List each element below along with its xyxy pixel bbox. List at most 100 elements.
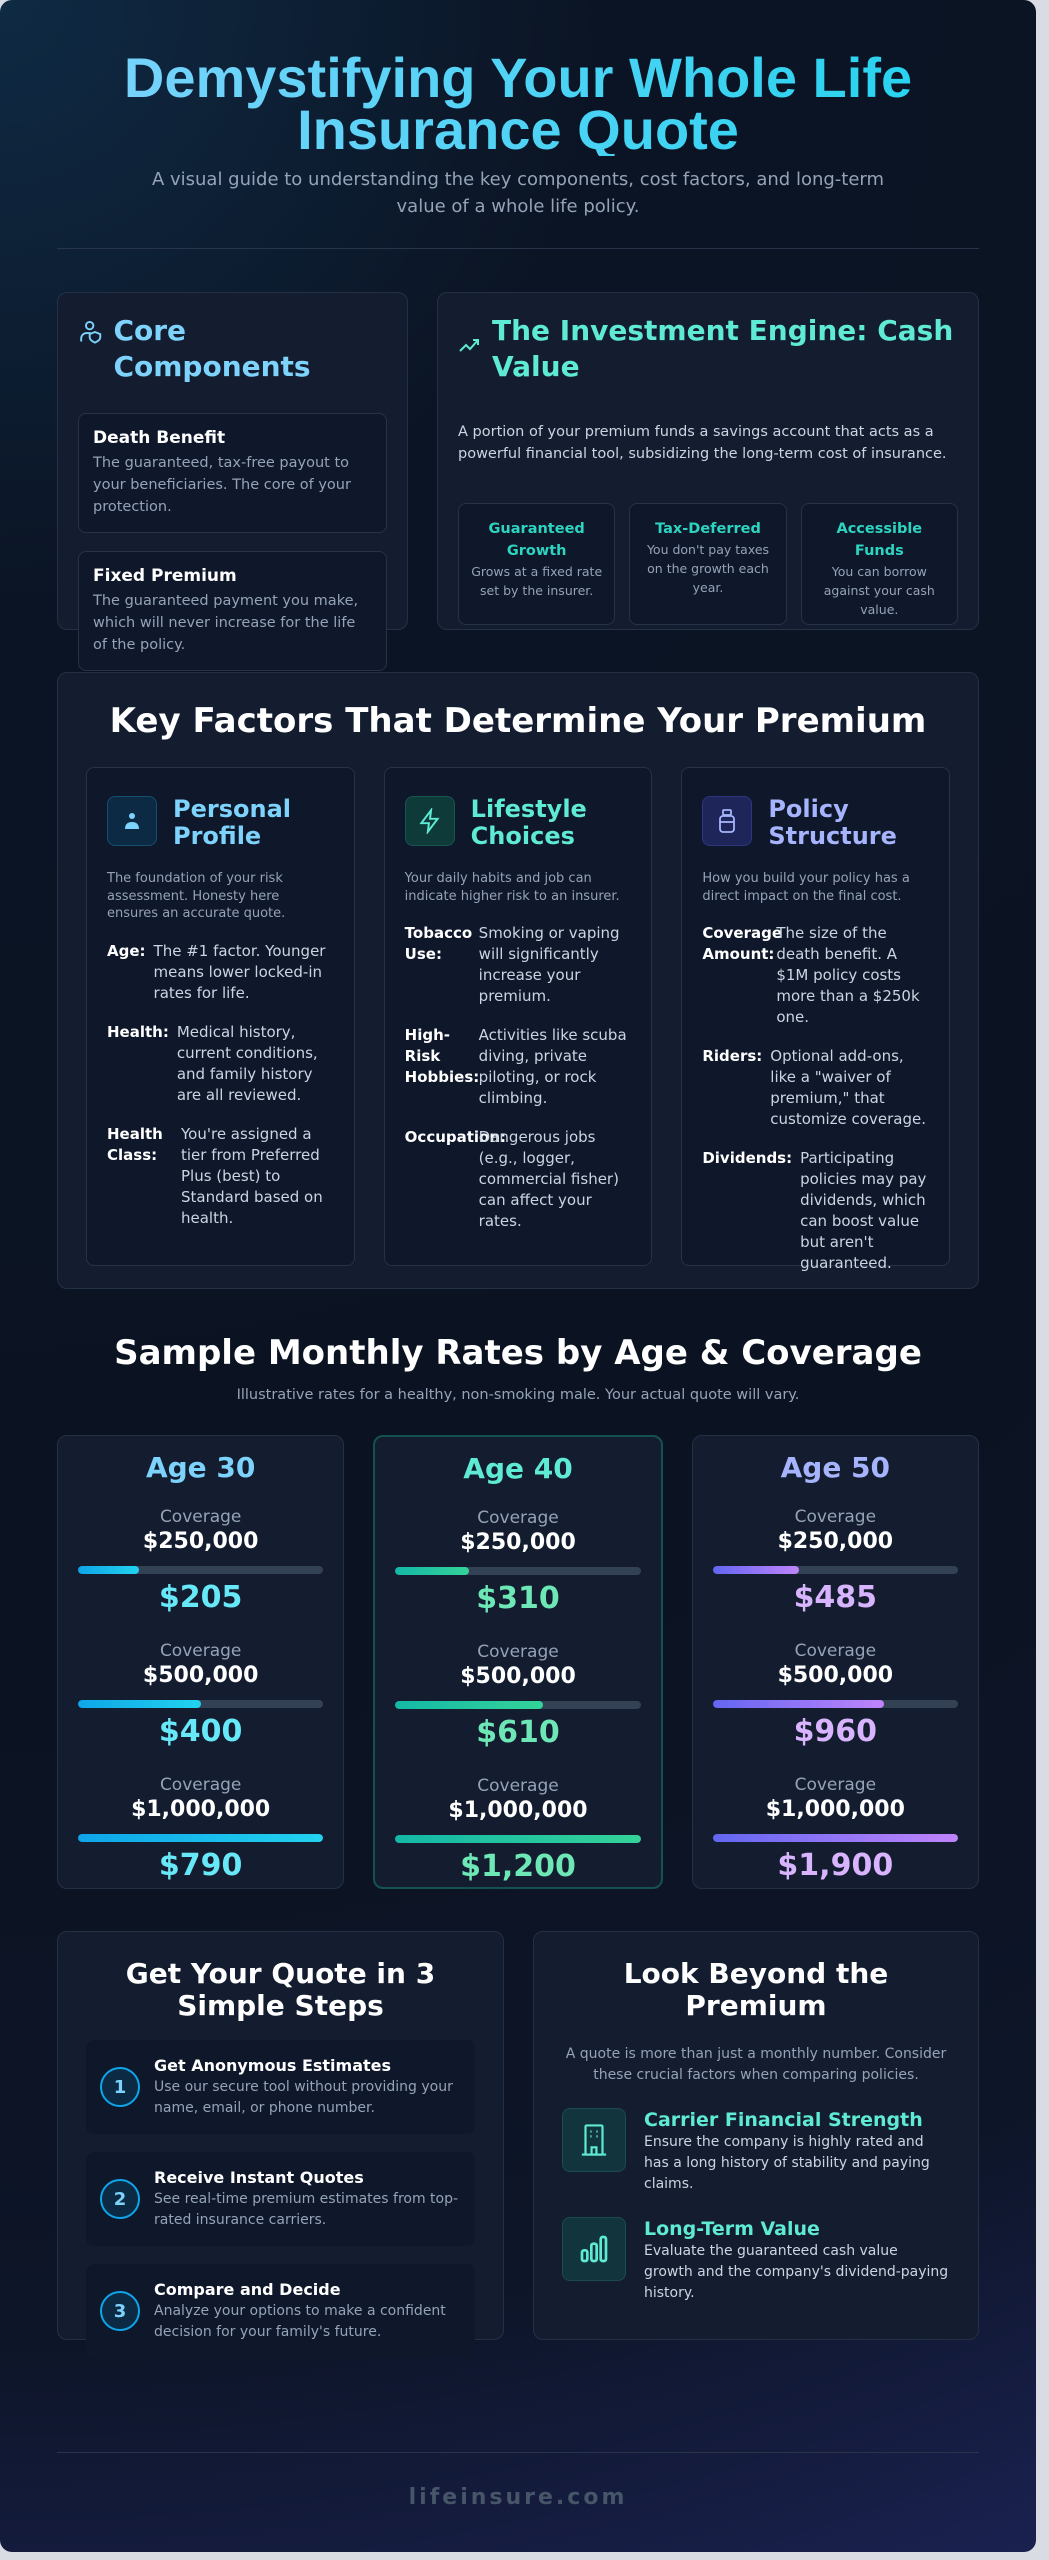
rate-bar bbox=[712, 1834, 958, 1842]
coverage-amount: $250,000 bbox=[460, 1530, 576, 1555]
rates-title: Sample Monthly Rates by Age & Coverage bbox=[114, 1333, 922, 1373]
factor-description: How you build your policy has a direct i… bbox=[702, 871, 910, 904]
factor-card: Lifestyle Choices Your daily habits and j… bbox=[383, 767, 653, 1266]
step-number: 2 bbox=[100, 2179, 140, 2219]
cash-value-card: The Investment Engine: Cash Value A port… bbox=[437, 292, 979, 630]
trending-up-icon bbox=[459, 339, 479, 352]
footer-brand[interactable]: lifeinsure.com bbox=[408, 2485, 628, 2510]
monthly-price: $310 bbox=[476, 1581, 560, 1616]
factor-title: Policy Structure bbox=[768, 795, 897, 850]
footer-divider bbox=[57, 2452, 979, 2453]
factor-item: Tobacco Use: Smoking or vaping will signi… bbox=[404, 924, 620, 1005]
rate-bar-fill bbox=[712, 1700, 885, 1708]
monthly-price: $1,900 bbox=[777, 1848, 894, 1883]
rate-bar bbox=[395, 1701, 641, 1709]
rate-card: Age 50 Coverage $250,000 $485 Coverage $500,0… bbox=[691, 1435, 979, 1889]
rate-tier: Coverage $1,000,000 $1,200 bbox=[395, 1775, 641, 1887]
user-shield-icon bbox=[80, 320, 102, 344]
rate-tier: Coverage $250,000 $485 bbox=[712, 1506, 958, 1618]
section-title: The Investment Engine: Cash Value bbox=[492, 314, 954, 383]
long-term-value-item: Long-Term Value Evaluate the guaranteed c… bbox=[562, 2217, 950, 2304]
rate-bar-fill bbox=[712, 1834, 958, 1842]
rate-bar-fill bbox=[78, 1834, 324, 1842]
step-item: 1 Get Anonymous Estimates Use our secure t… bbox=[86, 2040, 475, 2134]
factor-item: Coverage Amount: The size of the death be… bbox=[702, 924, 920, 1026]
rate-bar-fill bbox=[395, 1567, 469, 1575]
rate-bar-fill bbox=[78, 1700, 201, 1708]
factor-item: Age: The #1 factor. Younger means lower l… bbox=[107, 941, 326, 1002]
rate-tier: Coverage $1,000,000 $790 bbox=[78, 1774, 324, 1886]
beyond-premium-card: Look Beyond the Premium A quote is more … bbox=[533, 1931, 979, 2340]
monthly-price: $1,200 bbox=[460, 1849, 576, 1884]
user-icon bbox=[107, 796, 157, 846]
building-icon bbox=[581, 2124, 607, 2156]
rate-card: Age 40 Coverage $250,000 $310 Coverage $500,0… bbox=[373, 1435, 663, 1889]
step-number: 3 bbox=[100, 2291, 140, 2331]
age-label: Age 30 bbox=[145, 1451, 256, 1484]
rate-bar-fill bbox=[395, 1701, 543, 1709]
rate-bar bbox=[395, 1567, 641, 1575]
section-title: Look Beyond the Premium bbox=[623, 1957, 889, 2022]
monthly-price: $610 bbox=[476, 1715, 560, 1750]
feature-guaranteed-growth: Guaranteed Growth Grows at a fixed rate s… bbox=[458, 503, 616, 625]
rate-tier: Coverage $500,000 $610 bbox=[395, 1641, 641, 1753]
rate-bar bbox=[78, 1700, 324, 1708]
section-title: Key Factors That Determine Your Premium bbox=[109, 701, 927, 741]
rate-bar bbox=[78, 1566, 324, 1574]
factor-card: Personal Profile The foundation of your r… bbox=[86, 767, 355, 1266]
factor-item: Health: Medical history, current conditio… bbox=[107, 1022, 318, 1104]
rate-card: Age 30 Coverage $250,000 $205 Coverage $500,0… bbox=[57, 1435, 345, 1889]
key-factors-section: Key Factors That Determine Your Premium … bbox=[57, 672, 979, 1289]
section-title: Core Components bbox=[113, 314, 311, 383]
rate-bar bbox=[712, 1566, 958, 1574]
step-number: 1 bbox=[100, 2067, 140, 2107]
factor-item: Health Class: You're assigned a tier from… bbox=[107, 1124, 323, 1227]
coverage-amount: $500,000 bbox=[142, 1663, 259, 1688]
rate-tier: Coverage $250,000 $310 bbox=[395, 1507, 641, 1619]
page-title: Demystifying Your Whole Life Insurance Qu… bbox=[57, 52, 979, 156]
feature-tax-deferred: Tax-Deferred You don't pay taxes on the g… bbox=[629, 503, 787, 625]
coverage-amount: $250,000 bbox=[142, 1529, 259, 1554]
rate-bar bbox=[712, 1700, 958, 1708]
coverage-amount: $1,000,000 bbox=[131, 1797, 271, 1822]
beyond-description: A quote is more than just a monthly numb… bbox=[565, 2046, 947, 2083]
monthly-price: $790 bbox=[158, 1848, 243, 1883]
factor-item: Occupation: Dangerous jobs (e.g., logger,… bbox=[404, 1128, 619, 1230]
fixed-premium-item: Fixed Premium The guaranteed payment you … bbox=[78, 551, 387, 671]
factor-item: Dividends: Participating policies may pay… bbox=[702, 1149, 927, 1272]
factor-description: Your daily habits and job can indicate h… bbox=[404, 871, 620, 904]
core-components-card: Core Components Death Benefit The guarant… bbox=[57, 292, 408, 671]
factor-title: Lifestyle Choices bbox=[470, 795, 587, 850]
monthly-price: $485 bbox=[793, 1580, 878, 1615]
quote-steps-card: Get Your Quote in 3 Simple Steps 1 Get An… bbox=[57, 1931, 504, 2358]
rate-tier: Coverage $1,000,000 $1,900 bbox=[712, 1774, 958, 1886]
age-label: Age 50 bbox=[780, 1451, 891, 1484]
page-subtitle: A visual guide to understanding the key … bbox=[151, 169, 885, 217]
feature-accessible-funds: Accessible Funds You can borrow against y… bbox=[800, 503, 958, 625]
monthly-price: $960 bbox=[793, 1714, 878, 1749]
divider bbox=[57, 248, 979, 249]
cash-value-description: A portion of your premium funds a saving… bbox=[458, 424, 947, 462]
section-title: Get Your Quote in 3 Simple Steps bbox=[125, 1957, 436, 2022]
rates-subtitle: Illustrative rates for a healthy, non-sm… bbox=[236, 1387, 800, 1403]
rate-bar-fill bbox=[712, 1566, 799, 1574]
rate-bar bbox=[395, 1835, 641, 1843]
rate-bar-fill bbox=[395, 1835, 641, 1843]
monthly-price: $205 bbox=[158, 1580, 243, 1615]
coverage-amount: $500,000 bbox=[777, 1663, 894, 1688]
rate-tier: Coverage $250,000 $205 bbox=[78, 1506, 324, 1618]
coverage-amount: $500,000 bbox=[460, 1664, 576, 1689]
factor-item: High-Risk Hobbies: Activities like scuba … bbox=[404, 1026, 627, 1107]
age-label: Age 40 bbox=[463, 1452, 573, 1485]
jar-icon bbox=[702, 796, 753, 846]
rate-tier: Coverage $500,000 $400 bbox=[78, 1640, 324, 1752]
factor-card: Policy Structure How you build your polic… bbox=[681, 767, 951, 1272]
step-item: 2 Receive Instant Quotes See real-time pre… bbox=[86, 2152, 475, 2246]
coverage-amount: $250,000 bbox=[777, 1529, 894, 1554]
bar-chart-icon bbox=[580, 2235, 608, 2263]
factor-description: The foundation of your risk assessment. … bbox=[107, 871, 286, 921]
monthly-price: $400 bbox=[158, 1714, 243, 1749]
coverage-amount: $1,000,000 bbox=[448, 1798, 588, 1823]
lightning-icon bbox=[404, 796, 455, 846]
